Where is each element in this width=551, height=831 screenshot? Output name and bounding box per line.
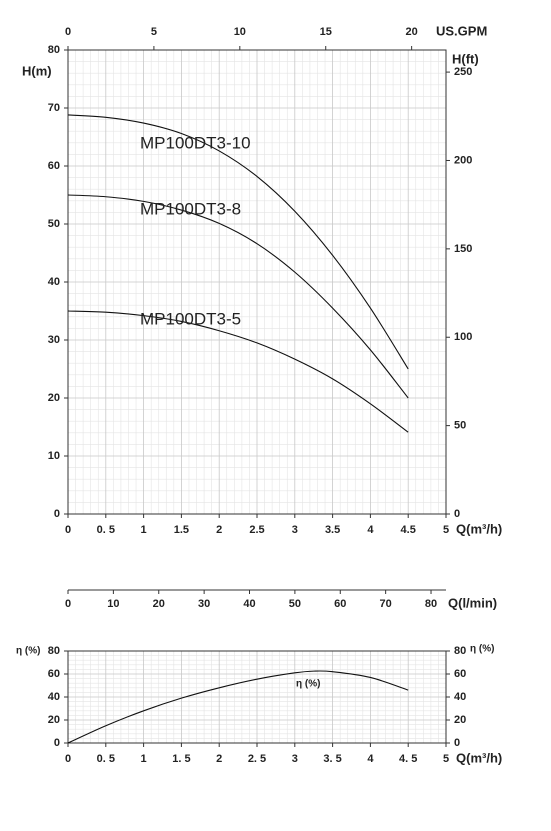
y-tick-label: 0 (54, 508, 60, 520)
x3-tick-label: 40 (243, 598, 255, 610)
y-tick-label: 20 (48, 392, 60, 404)
x-tick-label: 1 (141, 753, 147, 765)
x-tick-label: 0 (65, 524, 71, 536)
y-tick-label: 20 (48, 714, 60, 726)
curve-label: η (%) (296, 679, 320, 690)
y2-tick-label: 250 (454, 66, 472, 78)
x3-tick-label: 30 (198, 598, 210, 610)
y2-tick-label: 100 (454, 331, 472, 343)
x-tick-label: 0. 5 (97, 753, 115, 765)
y2-tick-label: 80 (454, 645, 466, 657)
x-tick-label: 3. 5 (323, 753, 341, 765)
y-tick-label: 60 (48, 668, 60, 680)
y-axis-label: H(m) (22, 63, 52, 78)
x2-tick-label: 10 (234, 26, 246, 38)
y-axis-label: η (%) (16, 646, 40, 657)
y2-tick-label: 150 (454, 243, 472, 255)
y-tick-label: 60 (48, 160, 60, 172)
y-tick-label: 50 (48, 218, 60, 230)
y2-tick-label: 200 (454, 154, 472, 166)
y-tick-label: 10 (48, 450, 60, 462)
x-tick-label: 1 (141, 524, 147, 536)
y2-tick-label: 50 (454, 420, 466, 432)
y-tick-label: 40 (48, 276, 60, 288)
y-tick-label: 40 (48, 691, 60, 703)
x3-tick-label: 50 (289, 598, 301, 610)
curve-label: MP100DT3-8 (140, 199, 241, 218)
y2-tick-label: 0 (454, 737, 460, 749)
x3-tick-label: 70 (380, 598, 392, 610)
x-tick-label: 1.5 (174, 524, 189, 536)
x2-tick-label: 0 (65, 26, 71, 38)
x2-tick-label: 20 (406, 26, 418, 38)
x3-axis-label: Q(l/min) (448, 595, 497, 610)
x-axis-label: Q(m³/h) (456, 750, 502, 765)
x-tick-label: 2 (216, 524, 222, 536)
x3-tick-label: 10 (107, 598, 119, 610)
y2-tick-label: 60 (454, 668, 466, 680)
x-tick-label: 4 (367, 753, 374, 765)
curve-label: MP100DT3-5 (140, 309, 241, 328)
x-tick-label: 4 (367, 524, 374, 536)
x2-axis-label: US.GPM (436, 23, 487, 38)
x2-tick-label: 5 (151, 26, 157, 38)
curve (67, 670, 409, 744)
y-tick-label: 70 (48, 102, 60, 114)
y2-tick-label: 40 (454, 691, 466, 703)
x-tick-label: 0. 5 (97, 524, 115, 536)
x3-tick-label: 0 (65, 598, 71, 610)
x-tick-label: 1. 5 (172, 753, 190, 765)
plot-frame (67, 49, 447, 515)
y2-axis-label: η (%) (470, 644, 494, 655)
curve (67, 194, 409, 399)
x-tick-label: 0 (65, 753, 71, 765)
x-tick-label: 2. 5 (248, 753, 266, 765)
y2-tick-label: 0 (454, 508, 460, 520)
x-tick-label: 4. 5 (399, 753, 417, 765)
curve-label: MP100DT3-10 (140, 133, 251, 152)
y-tick-label: 0 (54, 737, 60, 749)
x-tick-label: 2.5 (249, 524, 264, 536)
curve (67, 114, 409, 370)
x-tick-label: 4.5 (401, 524, 416, 536)
x-axis-label: Q(m³/h) (456, 521, 502, 536)
plot-frame (67, 650, 447, 744)
y2-tick-label: 20 (454, 714, 466, 726)
curve (67, 310, 409, 433)
x-tick-label: 2 (216, 753, 222, 765)
x2-tick-label: 15 (320, 26, 332, 38)
x3-tick-label: 60 (334, 598, 346, 610)
x3-tick-label: 80 (425, 598, 437, 610)
y2-axis-label: H(ft) (452, 51, 479, 66)
x3-tick-label: 20 (153, 598, 165, 610)
x-tick-label: 3 (292, 753, 298, 765)
x-tick-label: 5 (443, 753, 449, 765)
x-tick-label: 5 (443, 524, 449, 536)
y-tick-label: 80 (48, 44, 60, 56)
x-tick-label: 3.5 (325, 524, 340, 536)
x-tick-label: 3 (292, 524, 298, 536)
y-tick-label: 30 (48, 334, 60, 346)
y-tick-label: 80 (48, 645, 60, 657)
